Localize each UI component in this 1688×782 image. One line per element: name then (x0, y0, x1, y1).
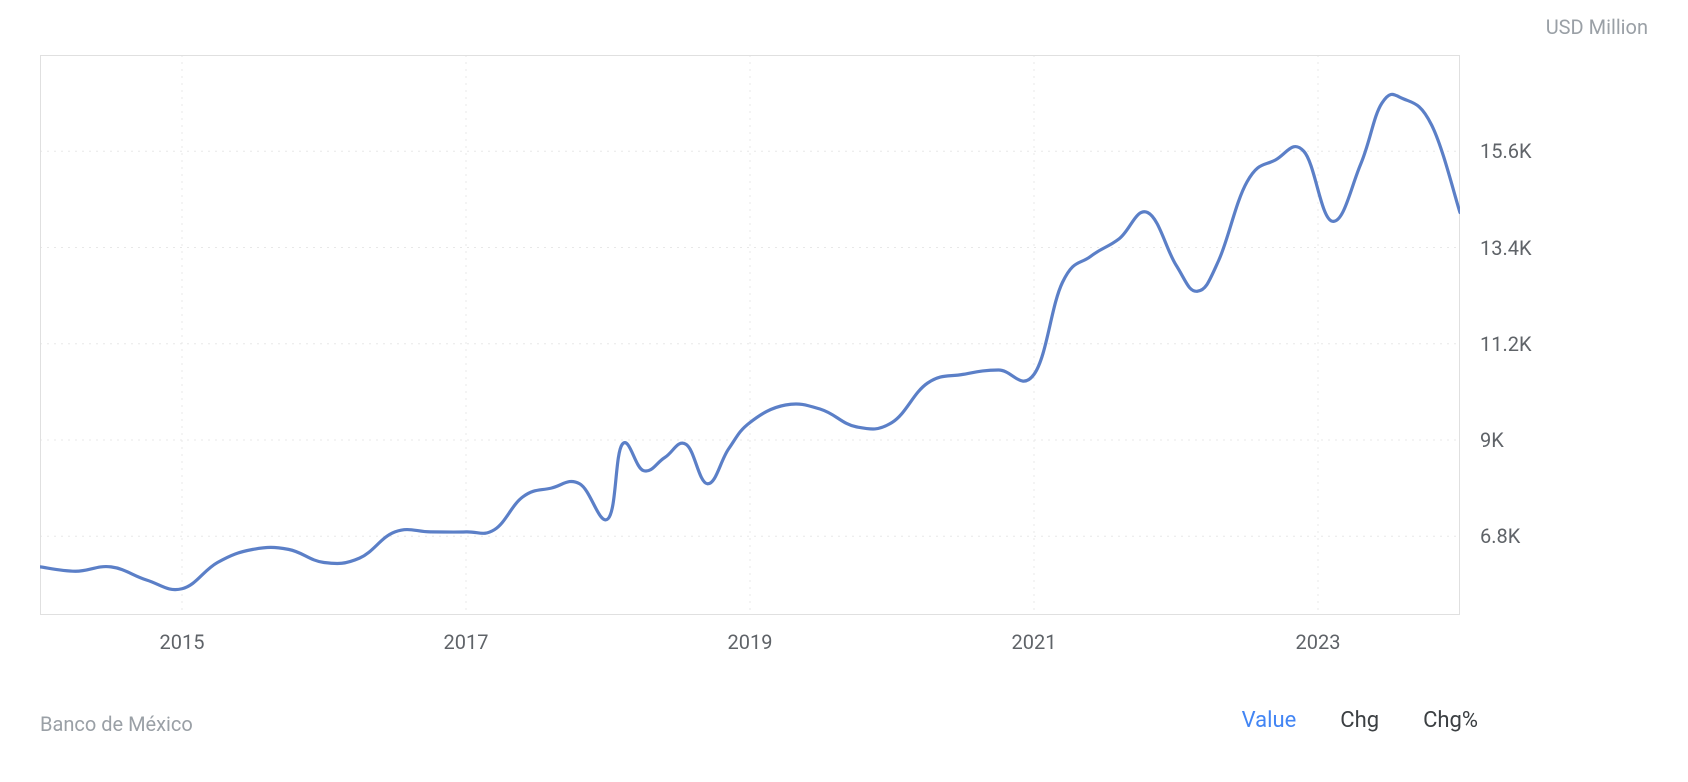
x-tick-label: 2019 (728, 630, 773, 654)
y-tick-label: 11.2K (1480, 332, 1532, 356)
y-tick-label: 15.6K (1480, 139, 1532, 163)
unit-label: USD Million (1546, 15, 1648, 39)
source-label: Banco de México (40, 712, 193, 736)
x-tick-label: 2015 (160, 630, 205, 654)
y-tick-label: 13.4K (1480, 236, 1532, 260)
tab-chg-percent[interactable]: Chg% (1423, 708, 1478, 733)
tab-chg[interactable]: Chg (1340, 708, 1379, 733)
y-tick-label: 6.8K (1480, 524, 1520, 548)
y-tick-label: 9K (1480, 428, 1504, 452)
line-chart-svg (40, 55, 1460, 615)
tabs: Value Chg Chg% (1242, 708, 1478, 733)
tab-value[interactable]: Value (1242, 708, 1297, 733)
chart-plot-area (40, 55, 1460, 615)
x-tick-label: 2021 (1012, 630, 1057, 654)
x-tick-label: 2023 (1296, 630, 1341, 654)
x-tick-label: 2017 (444, 630, 489, 654)
